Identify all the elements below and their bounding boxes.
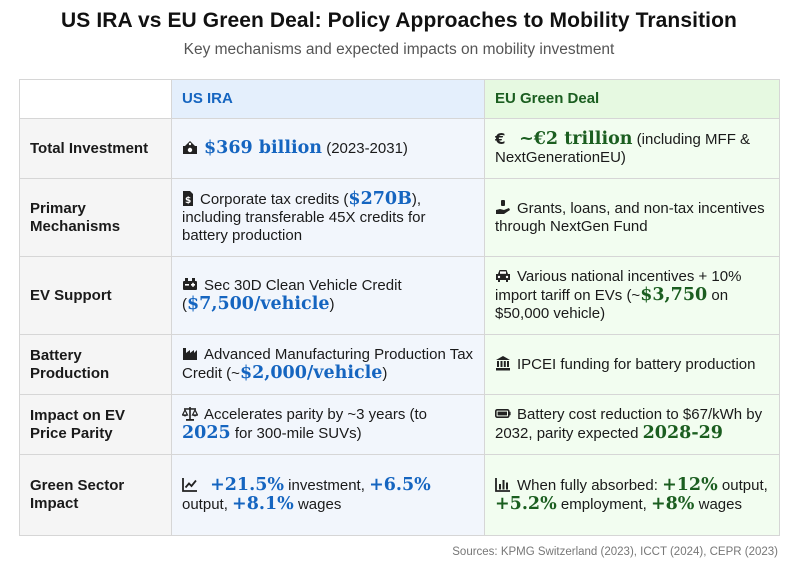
- eu-employment-change: +5.2%: [495, 494, 557, 514]
- us-ev-support-cell: Sec 30D Clean Vehicle Credit ($7,500/veh…: [171, 256, 485, 335]
- us-total-investment-value: $369 billion: [204, 138, 323, 158]
- euro-icon: €: [495, 131, 507, 146]
- eu-green-deal-column-header: EU Green Deal: [484, 79, 780, 119]
- row-label-green-sector-impact: Green Sector Impact: [19, 454, 172, 536]
- table-row: Primary Mechanisms $ Corporate tax credi…: [19, 178, 780, 257]
- row-label-ev-support: EV Support: [19, 256, 172, 335]
- row-label-total-investment: Total Investment: [19, 118, 172, 179]
- eu-total-investment-cell: € ~€2 trillion (including MFF & NextGene…: [484, 118, 780, 179]
- eu-output-change: +12%: [662, 475, 718, 495]
- row-label-battery-production: Battery Production: [19, 334, 172, 395]
- eu-green-sector-cell: When fully absorbed: +12% output, +5.2% …: [484, 454, 780, 536]
- eu-total-investment-note: (including MFF & NextGenerationEU): [495, 131, 751, 166]
- money-bill-icon: [182, 140, 198, 155]
- us-tax-credits-value: $270B: [348, 189, 412, 209]
- us-total-investment-period: (2023-2031): [322, 140, 408, 157]
- battery-icon: [495, 406, 511, 421]
- page-subtitle: Key mechanisms and expected impacts on m…: [183, 41, 615, 58]
- us-production-credit-value: $2,000/vehicle: [239, 363, 383, 383]
- table-row: Impact on EV Price Parity Accelerates pa…: [19, 394, 780, 455]
- line-chart-icon: [182, 477, 198, 492]
- row-label-primary-mechanisms: Primary Mechanisms: [19, 178, 172, 257]
- scale-icon: [182, 406, 198, 421]
- table-row: Green Sector Impact +21.5% investment, +…: [19, 454, 780, 536]
- car-icon: [495, 268, 511, 283]
- svg-text:€: €: [495, 131, 505, 146]
- eu-total-investment-value: ~€2 trillion: [513, 129, 633, 149]
- bar-chart-icon: [495, 477, 511, 492]
- hand-holding-money-icon: [495, 199, 511, 215]
- comparison-table: US IRA EU Green Deal Total Investment $3…: [19, 79, 780, 536]
- table-header-row: US IRA EU Green Deal: [19, 79, 780, 119]
- eu-battery-production-cell: IPCEI funding for battery production: [484, 334, 780, 395]
- us-ira-column-header: US IRA: [171, 79, 485, 119]
- us-price-parity-cell: Accelerates parity by ~3 years (to 2025 …: [171, 394, 485, 455]
- us-battery-production-cell: Advanced Manufacturing Production Tax Cr…: [171, 334, 485, 395]
- eu-ev-tariff-value: $3,750: [640, 285, 708, 305]
- us-total-investment-cell: $369 billion (2023-2031): [171, 118, 485, 179]
- receipt-icon: $: [182, 191, 194, 206]
- page-title: US IRA vs EU Green Deal: Policy Approach…: [61, 9, 737, 32]
- landmark-icon: [495, 355, 511, 371]
- factory-icon: [182, 346, 198, 361]
- table-row: EV Support Sec 30D Clean Vehicle Credit …: [19, 256, 780, 335]
- eu-wages-change: +8%: [650, 494, 695, 514]
- us-ev-credit-value: $7,500/vehicle: [187, 294, 330, 314]
- us-primary-mechanisms-cell: $ Corporate tax credits ($270B), includi…: [171, 178, 485, 257]
- row-label-price-parity: Impact on EV Price Parity: [19, 394, 172, 455]
- us-green-sector-cell: +21.5% investment, +6.5% output, +8.1% w…: [171, 454, 485, 536]
- corner-cell: [19, 79, 172, 119]
- sources-footnote: Sources: KPMG Switzerland (2023), ICCT (…: [452, 546, 778, 558]
- car-battery-icon: [182, 277, 198, 292]
- us-investment-change: +21.5%: [204, 475, 285, 495]
- table-row: Battery Production Advanced Manufacturin…: [19, 334, 780, 395]
- eu-price-parity-cell: Battery cost reduction to $67/kWh by 203…: [484, 394, 780, 455]
- us-output-change: +6.5%: [369, 475, 431, 495]
- eu-parity-years: 2028-29: [642, 423, 723, 443]
- table-row: Total Investment $369 billion (2023-2031…: [19, 118, 780, 179]
- eu-primary-mechanisms-cell: Grants, loans, and non-tax incentives th…: [484, 178, 780, 257]
- eu-ev-support-cell: Various national incentives + 10% import…: [484, 256, 780, 335]
- svg-text:$: $: [185, 196, 191, 206]
- us-wages-change: +8.1%: [232, 494, 294, 514]
- us-parity-year: 2025: [182, 423, 231, 443]
